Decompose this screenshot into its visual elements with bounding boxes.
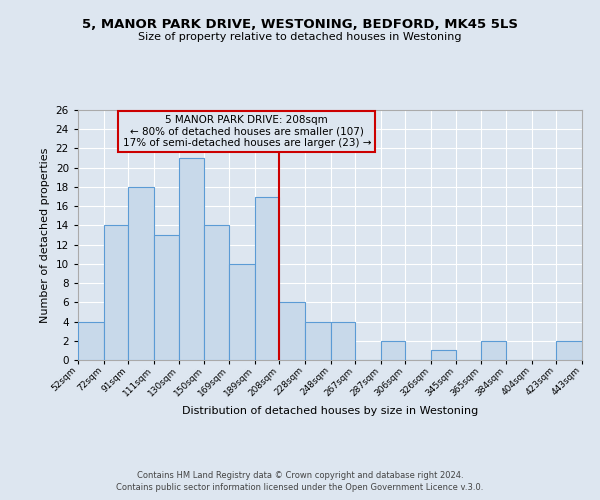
Bar [128,187,154,360]
Bar [205,226,229,360]
Y-axis label: Number of detached properties: Number of detached properties [40,148,50,322]
Bar [331,322,355,360]
Bar [78,322,104,360]
Text: 5 MANOR PARK DRIVE: 208sqm
← 80% of detached houses are smaller (107)
17% of sem: 5 MANOR PARK DRIVE: 208sqm ← 80% of deta… [122,115,371,148]
Bar [305,322,331,360]
Text: 5, MANOR PARK DRIVE, WESTONING, BEDFORD, MK45 5LS: 5, MANOR PARK DRIVE, WESTONING, BEDFORD,… [82,18,518,30]
Bar [229,264,254,360]
Text: Size of property relative to detached houses in Westoning: Size of property relative to detached ho… [138,32,462,42]
X-axis label: Distribution of detached houses by size in Westoning: Distribution of detached houses by size … [182,406,478,416]
Bar [154,235,179,360]
Bar [254,196,279,360]
Bar [381,341,406,360]
Bar [481,341,506,360]
Bar [556,341,582,360]
Text: Contains public sector information licensed under the Open Government Licence v.: Contains public sector information licen… [116,484,484,492]
Text: Contains HM Land Registry data © Crown copyright and database right 2024.: Contains HM Land Registry data © Crown c… [137,471,463,480]
Bar [279,302,305,360]
Bar [179,158,205,360]
Bar [431,350,455,360]
Bar [104,226,128,360]
